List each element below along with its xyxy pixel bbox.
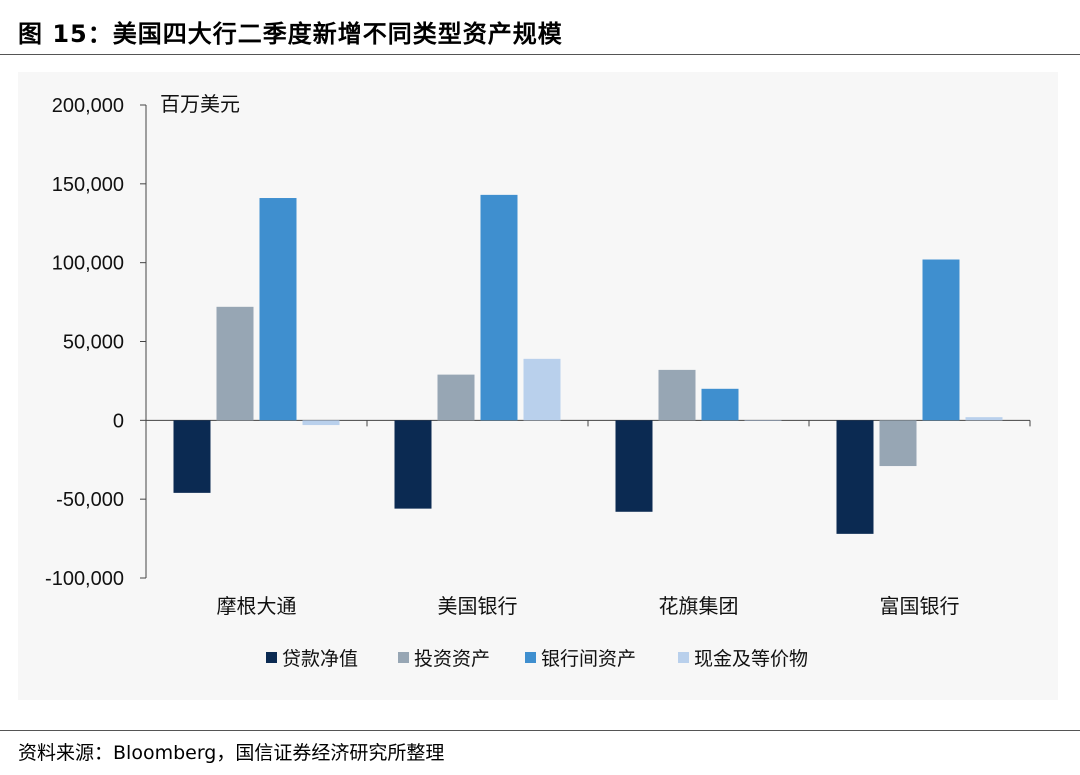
chart-legend: 贷款净值 投资资产 银行间资产 现金及等价物 [266, 648, 808, 670]
y-tick-label: 100,000 [52, 253, 124, 275]
bar [394, 420, 432, 509]
legend-label: 现金及等价物 [694, 648, 808, 670]
bar [836, 420, 874, 534]
y-tick-label: 200,000 [52, 95, 124, 117]
y-tick-label: -100,000 [45, 568, 124, 590]
legend-label: 贷款净值 [282, 648, 358, 670]
bar [922, 259, 960, 421]
bar [744, 420, 782, 421]
bar-chart: 200,000 150,000 100,000 50,000 0 -50,000 -100,… [45, 92, 1031, 670]
bar [302, 420, 340, 426]
legend-swatch [398, 652, 409, 663]
source-divider [0, 730, 1080, 731]
legend-label: 投资资产 [414, 648, 490, 670]
source-note: 资料来源：Bloomberg，国信证券经济研究所整理 [18, 742, 445, 764]
legend-swatch [525, 652, 536, 663]
bar [658, 369, 696, 421]
y-tick-label: -50,000 [56, 489, 124, 511]
legend-label: 银行间资产 [541, 648, 636, 670]
bar [701, 388, 739, 421]
x-category-label: 花旗集团 [659, 594, 739, 618]
bar [523, 358, 561, 421]
legend-swatch [678, 652, 689, 663]
y-tick-label: 150,000 [52, 174, 124, 196]
chart-labels: 200,000 150,000 100,000 50,000 0 -50,000 -100,… [45, 92, 959, 618]
y-tick-label: 50,000 [63, 332, 124, 354]
x-category-label: 摩根大通 [217, 594, 297, 618]
x-category-label: 富国银行 [880, 594, 960, 618]
y-tick-label: 0 [113, 410, 124, 432]
bar [437, 374, 475, 421]
unit-label: 百万美元 [160, 92, 240, 116]
bar [965, 417, 1003, 421]
bar [615, 420, 653, 512]
x-category-label: 美国银行 [438, 594, 518, 618]
bar [480, 194, 518, 421]
title-divider [0, 54, 1080, 55]
legend-swatch [266, 652, 277, 663]
bar [216, 306, 254, 421]
bar [879, 420, 917, 467]
chart-bars [173, 194, 1003, 534]
chart-title: 图 15：美国四大行二季度新增不同类型资产规模 [18, 20, 563, 48]
bar [173, 420, 211, 493]
bar [259, 198, 297, 421]
